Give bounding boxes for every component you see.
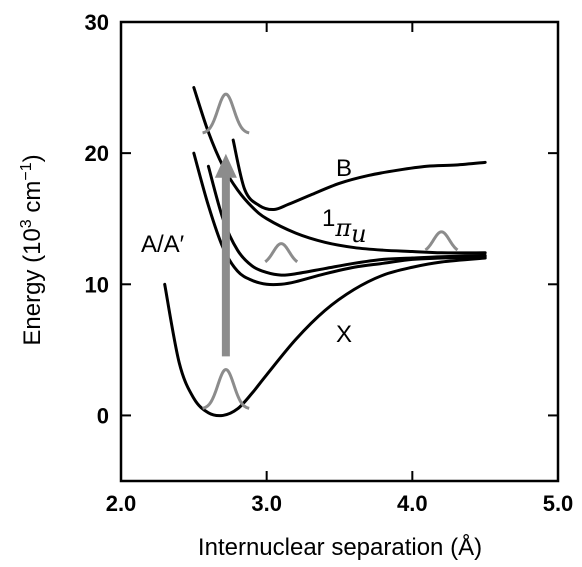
curve-label-pi-sup: 1 (322, 205, 335, 232)
wavepacket-1 (202, 92, 250, 135)
y-tick-label: 20 (85, 141, 109, 166)
series-line-X (163, 256, 487, 418)
wavepacket-2 (264, 242, 299, 263)
y-axis-title-main: Energy (10 (19, 228, 46, 345)
y-tick-label: 30 (85, 10, 109, 35)
plot-frame (119, 20, 560, 483)
curve-label-x: X (336, 321, 352, 348)
x-axis-title: Internuclear separation (Å) (198, 533, 482, 561)
y-axis-title-exp: 3 (18, 219, 35, 228)
y-tick-label: 0 (97, 403, 109, 428)
y-axis-title-unit: cm (19, 181, 46, 220)
plot-area (119, 20, 560, 483)
wavepacket-0 (202, 367, 250, 410)
y-axis-title-unit-exp: −1 (18, 162, 35, 180)
wavepacket-3 (424, 230, 459, 252)
curve-label-pi-u: 1πu (322, 205, 367, 248)
curve-label-a: A/A′ (141, 231, 185, 258)
x-tick-label: 4.0 (397, 491, 428, 516)
y-axis-title: Energy (103 cm−1) (18, 154, 46, 345)
curve-label-pi-sub: u (351, 220, 366, 248)
series-line-B (231, 138, 487, 212)
excitation-arrow-head (214, 153, 237, 178)
curve-label-pi-main: π (334, 214, 352, 242)
x-tick-label: 2.0 (106, 491, 137, 516)
y-axis-title-close: ) (19, 154, 46, 162)
x-tick-label: 3.0 (251, 491, 282, 516)
x-tick-label: 5.0 (543, 491, 574, 516)
series-line-A′ (206, 164, 487, 277)
y-tick-label: 10 (85, 272, 109, 297)
tick-layer: 2.0 3.0 4.0 5.0 0 10 20 30 (85, 10, 574, 516)
curve-label-b: B (336, 155, 352, 182)
